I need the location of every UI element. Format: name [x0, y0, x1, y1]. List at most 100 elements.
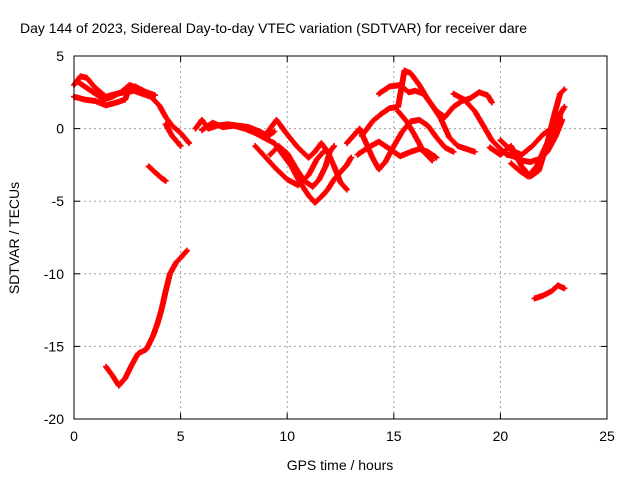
- data-point: [315, 157, 319, 161]
- data-point: [127, 83, 131, 87]
- data-point: [144, 347, 148, 351]
- series-track-t: [508, 112, 564, 180]
- data-point: [417, 83, 421, 87]
- data-point: [345, 163, 349, 167]
- x-tick-label: 15: [386, 428, 402, 444]
- data-point: [370, 119, 374, 123]
- data-point: [102, 98, 106, 102]
- data-point: [443, 115, 447, 119]
- data-point: [533, 296, 537, 300]
- data-point: [473, 109, 477, 113]
- data-point: [272, 130, 276, 134]
- data-point: [185, 249, 189, 253]
- x-axis-label: GPS time / hours: [287, 457, 394, 473]
- data-point: [486, 93, 490, 97]
- data-point: [396, 109, 400, 113]
- data-point: [562, 87, 566, 91]
- data-point: [194, 127, 198, 131]
- data-point: [85, 76, 89, 80]
- data-point: [530, 144, 534, 148]
- data-point: [543, 145, 547, 149]
- data-point: [422, 92, 426, 96]
- data-point: [275, 118, 279, 122]
- data-point: [264, 137, 268, 141]
- data-point: [541, 132, 545, 136]
- data-point: [164, 122, 168, 126]
- data-point: [552, 115, 556, 119]
- data-point: [130, 363, 134, 367]
- data-point: [377, 167, 381, 171]
- chart-title: Day 144 of 2023, Sidereal Day-to-day VTE…: [20, 20, 527, 36]
- data-point: [83, 98, 87, 102]
- data-point: [311, 185, 315, 189]
- data-point: [179, 256, 183, 260]
- data-point: [211, 121, 215, 125]
- data-point: [430, 159, 434, 163]
- data-point: [434, 156, 438, 160]
- data-point: [509, 148, 513, 152]
- data-point: [462, 98, 466, 102]
- data-point: [187, 141, 191, 145]
- y-tick-label: -15: [44, 338, 64, 354]
- data-point: [264, 156, 268, 160]
- data-point: [349, 156, 353, 160]
- data-point: [110, 373, 114, 377]
- data-point: [136, 86, 140, 90]
- data-point: [477, 90, 481, 94]
- data-point: [469, 96, 473, 100]
- data-point: [159, 308, 163, 312]
- data-point: [123, 98, 127, 102]
- series-track-p: [395, 108, 436, 164]
- data-point: [164, 115, 168, 119]
- data-point: [400, 130, 404, 134]
- data-point: [332, 177, 336, 181]
- y-tick-label: -20: [44, 411, 64, 427]
- series-markers: [531, 282, 568, 302]
- data-point: [144, 90, 148, 94]
- data-point: [490, 138, 494, 142]
- data-point: [417, 118, 421, 122]
- data-point: [277, 144, 281, 148]
- data-point: [324, 164, 328, 168]
- data-point: [558, 114, 562, 118]
- data-point: [221, 125, 225, 129]
- data-point: [115, 100, 119, 104]
- data-point: [170, 124, 174, 128]
- data-point: [76, 80, 80, 84]
- data-point: [200, 128, 204, 132]
- data-point: [447, 135, 451, 139]
- series-track-l: [343, 116, 457, 173]
- data-point: [377, 92, 381, 96]
- data-point: [526, 175, 530, 179]
- data-point: [153, 93, 157, 97]
- data-point: [407, 90, 411, 94]
- data-point: [313, 201, 317, 205]
- data-point: [164, 289, 168, 293]
- data-point: [285, 177, 289, 181]
- data-point: [93, 92, 97, 96]
- data-point: [554, 134, 558, 138]
- y-tick-label: 0: [56, 121, 64, 137]
- data-point: [351, 134, 355, 138]
- data-point: [430, 103, 434, 107]
- data-point: [345, 141, 349, 145]
- data-point: [377, 140, 381, 144]
- data-point: [313, 150, 317, 154]
- data-point: [370, 156, 374, 160]
- x-tick-label: 20: [493, 428, 509, 444]
- data-point: [332, 144, 336, 148]
- data-point: [147, 164, 151, 168]
- data-point: [159, 176, 163, 180]
- data-point: [379, 112, 383, 116]
- data-point: [364, 141, 368, 145]
- data-point: [326, 188, 330, 192]
- data-point: [93, 86, 97, 90]
- y-tick-label: 5: [56, 48, 64, 64]
- data-point: [136, 352, 140, 356]
- data-points: [71, 67, 568, 389]
- data-point: [268, 153, 272, 157]
- x-tick-label: 25: [599, 428, 615, 444]
- x-tick-label: 0: [70, 428, 78, 444]
- data-point: [174, 260, 178, 264]
- data-point: [319, 141, 323, 145]
